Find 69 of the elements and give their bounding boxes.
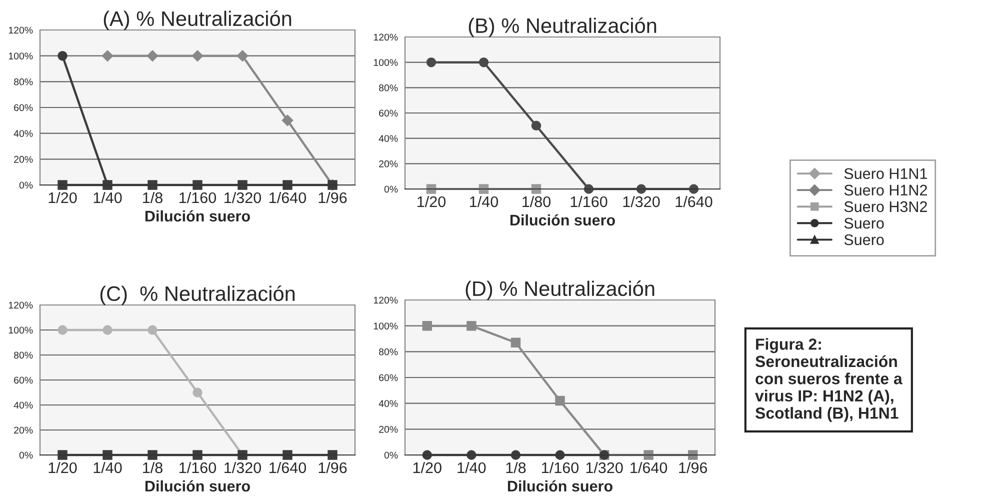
x-tick-label: 1/96 bbox=[318, 192, 347, 204]
x-tick-label: 1/40 bbox=[94, 192, 122, 204]
y-tick-label: 80% bbox=[379, 348, 398, 356]
x-tick-label: 1/8 bbox=[143, 192, 162, 204]
x-tick-label: 1/160 bbox=[180, 192, 216, 204]
x-tick-label: 1/160 bbox=[570, 196, 608, 208]
x-tick-label: 1/320 bbox=[224, 462, 262, 474]
x-tick-label: 1/160 bbox=[180, 462, 216, 474]
x-tick-label: 1/80 bbox=[522, 196, 551, 208]
chart-title: (D) % Neutralización bbox=[466, 280, 654, 300]
y-tick-label: 40% bbox=[378, 135, 398, 142]
y-tick-label: 80% bbox=[14, 78, 33, 86]
y-tick-label: 40% bbox=[14, 402, 33, 409]
chart-title: (C) % Neutralización bbox=[100, 285, 295, 306]
x-tick-label: 1/640 bbox=[270, 192, 306, 204]
x-tick-label: 1/40 bbox=[458, 462, 486, 474]
y-tick-label: 120% bbox=[8, 26, 33, 34]
y-tick-label: 40% bbox=[378, 400, 398, 407]
x-tick-label: 1/40 bbox=[94, 462, 122, 474]
x-tick-label: 1/20 bbox=[418, 196, 446, 208]
y-tick-label: 0% bbox=[19, 452, 33, 459]
y-tick-label: 0% bbox=[384, 186, 398, 193]
y-tick-label: 100% bbox=[8, 52, 33, 60]
x-axis-title: Dilución suero bbox=[145, 480, 250, 492]
y-tick-label: 60% bbox=[14, 104, 33, 112]
y-tick-label: 120% bbox=[374, 34, 398, 41]
x-tick-label: 1/640 bbox=[270, 462, 306, 474]
x-tick-label: 1/8 bbox=[143, 462, 162, 474]
y-tick-label: 60% bbox=[14, 376, 33, 384]
y-tick-label: 80% bbox=[379, 84, 398, 92]
x-axis-title: Dilución suero bbox=[508, 480, 612, 492]
y-tick-label: 100% bbox=[374, 59, 398, 66]
text: Figura 2: Seroneutralización con sueros frente a virus IP: H1N2 (A), Scotland (B), H1N1 bbox=[755, 338, 902, 422]
x-tick-label: 1/640 bbox=[676, 196, 712, 208]
y-tick-label: 60% bbox=[379, 374, 398, 382]
x-tick-label: 1/640 bbox=[630, 462, 668, 474]
y-tick-label: 100% bbox=[374, 322, 398, 330]
y-tick-label: 120% bbox=[8, 302, 33, 309]
y-tick-label: 80% bbox=[14, 352, 33, 359]
y-tick-label: 20% bbox=[14, 156, 33, 163]
y-tick-label: 120% bbox=[374, 296, 398, 304]
x-tick-label: 1/20 bbox=[48, 192, 77, 204]
x-tick-label: 1/320 bbox=[623, 196, 660, 208]
legend-label: Suero H1N1 bbox=[844, 168, 927, 180]
y-tick-label: 20% bbox=[379, 426, 398, 433]
x-tick-label: 1/20 bbox=[48, 462, 77, 474]
y-tick-label: 40% bbox=[14, 130, 33, 137]
y-tick-label: 100% bbox=[8, 326, 33, 334]
y-tick-label: 0% bbox=[19, 182, 33, 189]
x-tick-label: 1/8 bbox=[506, 462, 526, 474]
x-axis-title: Dilución suero bbox=[145, 210, 250, 222]
legend-label: Suero H3N2 bbox=[844, 201, 927, 212]
legend-label: Suero H1N2 bbox=[844, 184, 927, 196]
x-tick-label: 1/96 bbox=[679, 462, 708, 474]
x-tick-label: 1/160 bbox=[542, 462, 579, 474]
x-tick-label: 1/96 bbox=[318, 462, 347, 474]
y-tick-label: 20% bbox=[14, 426, 33, 434]
x-axis-title: Dilución suero bbox=[510, 214, 615, 226]
chart-title: (B) % Neutralización bbox=[468, 17, 656, 38]
legend-label: Suero bbox=[844, 218, 884, 229]
y-tick-label: 20% bbox=[379, 160, 398, 168]
chart-title: (A) % Neutralización bbox=[104, 10, 292, 30]
y-tick-label: 60% bbox=[379, 110, 398, 117]
x-tick-label: 1/320 bbox=[224, 192, 262, 204]
y-tick-label: 0% bbox=[384, 452, 398, 459]
x-tick-label: 1/20 bbox=[413, 462, 442, 474]
x-tick-label: 1/320 bbox=[586, 462, 623, 474]
x-tick-label: 1/40 bbox=[470, 196, 498, 208]
legend-label: Suero bbox=[844, 234, 884, 246]
